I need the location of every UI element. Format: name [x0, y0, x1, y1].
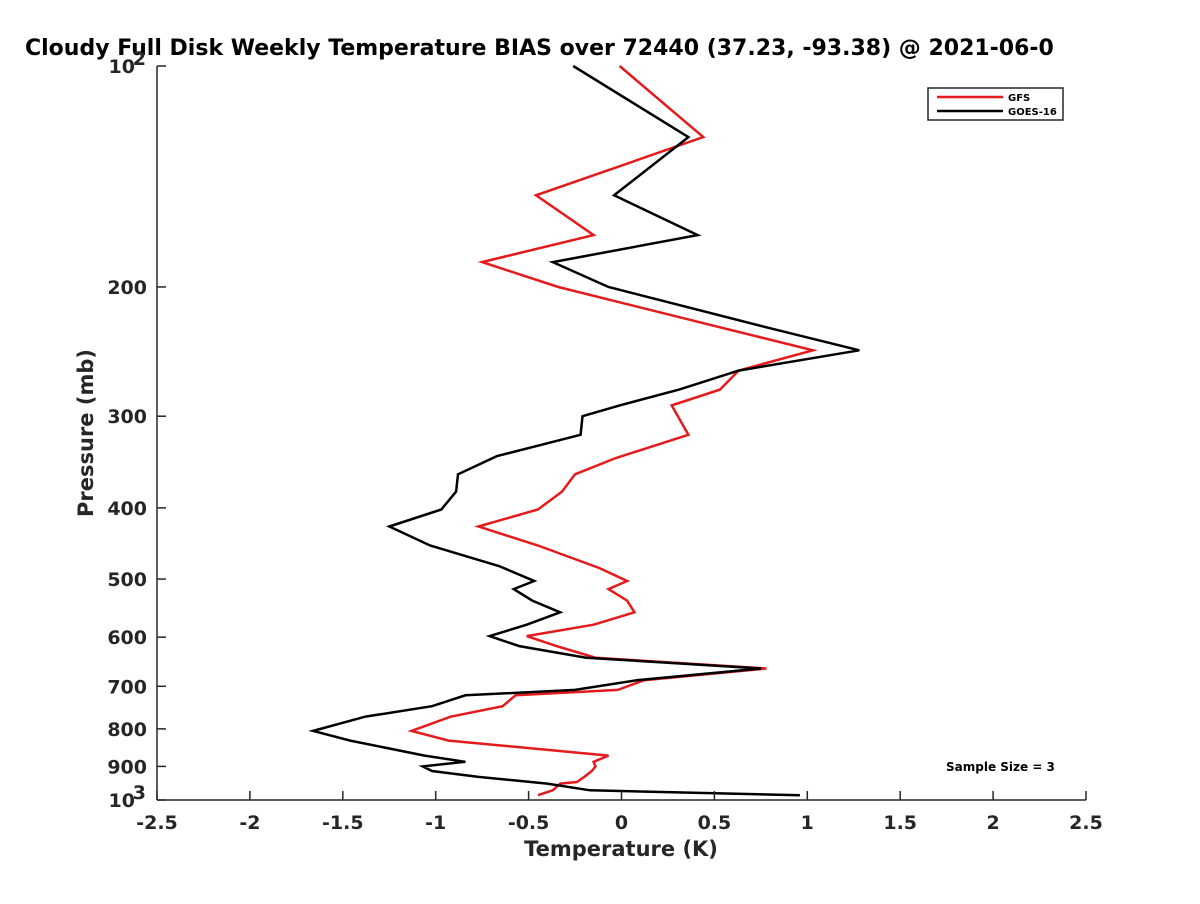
y-tick-exponent: 3 [133, 782, 146, 804]
x-tick-label: 1 [801, 812, 814, 834]
chart-title: Cloudy Full Disk Weekly Temperature BIAS… [25, 36, 1054, 61]
legend-label-goes16: GOES-16 [1008, 107, 1057, 118]
series-line-goes16 [308, 64, 860, 797]
x-tick-label: 2 [986, 812, 999, 834]
x-tick-label: 0 [615, 812, 628, 834]
series-layer [308, 64, 860, 797]
sample-size-annotation: Sample Size = 3 [946, 760, 1055, 774]
y-tick-label: 700 [107, 676, 147, 698]
x-tick-label: -0.5 [508, 812, 550, 834]
x-tick-label: -1 [425, 812, 446, 834]
y-tick-label: 800 [107, 719, 147, 741]
y-tick-label: 300 [107, 406, 147, 428]
x-tick-label: -1.5 [322, 812, 364, 834]
x-axis-label: Temperature (K) [524, 837, 718, 861]
y-tick-label: 500 [107, 569, 147, 591]
y-tick-label: 900 [107, 756, 147, 778]
y-tick-label: 400 [107, 498, 147, 520]
legend-label-gfs: GFS [1008, 93, 1030, 104]
legend[interactable]: GFS GOES-16 [927, 87, 1064, 121]
x-axis-ticks: -2.5 -2 -1.5 -1 -0.5 0 0.5 1 1.5 2 2.5 [136, 791, 1103, 834]
legend-box [927, 87, 1064, 121]
y-axis-label: Pressure (mb) [74, 349, 98, 517]
x-tick-label: 1.5 [883, 812, 917, 834]
x-tick-label: 2.5 [1069, 812, 1103, 834]
y-tick-label: 200 [107, 277, 147, 299]
series-line-gfs [407, 65, 818, 797]
y-tick-label: 10 [109, 790, 135, 812]
y-tick-label: 10 [109, 56, 135, 78]
x-tick-label: -2.5 [136, 812, 178, 834]
y-tick-label: 600 [107, 627, 147, 649]
x-tick-label: -2 [239, 812, 260, 834]
plot-area: -2.5 -2 -1.5 -1 -0.5 0 0.5 1 1.5 2 2.5 10220030040… [107, 48, 1103, 834]
y-tick-exponent: 2 [133, 48, 146, 70]
x-tick-label: 0.5 [698, 812, 732, 834]
